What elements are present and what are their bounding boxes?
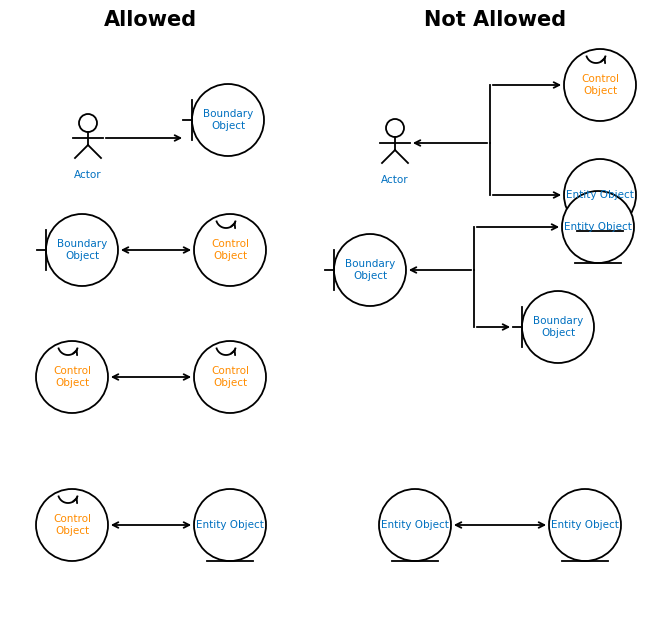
Circle shape <box>564 49 636 121</box>
Circle shape <box>386 119 404 137</box>
Text: Boundary
Object: Boundary Object <box>57 239 107 261</box>
Circle shape <box>194 214 266 286</box>
Text: Allowed: Allowed <box>103 10 196 30</box>
Circle shape <box>564 159 636 231</box>
Text: Control
Object: Control Object <box>53 366 91 388</box>
Circle shape <box>379 489 451 561</box>
Circle shape <box>46 214 118 286</box>
Text: Entity Object: Entity Object <box>196 520 264 530</box>
Circle shape <box>36 341 108 413</box>
Text: Entity Object: Entity Object <box>566 190 634 200</box>
Text: Boundary
Object: Boundary Object <box>345 259 395 281</box>
Text: Control
Object: Control Object <box>211 239 249 261</box>
Text: Entity Object: Entity Object <box>381 520 449 530</box>
Circle shape <box>522 291 594 363</box>
Text: Not Allowed: Not Allowed <box>424 10 566 30</box>
Text: Boundary
Object: Boundary Object <box>203 109 253 131</box>
Circle shape <box>192 84 264 156</box>
Text: Entity Object: Entity Object <box>551 520 619 530</box>
Text: Control
Object: Control Object <box>53 514 91 536</box>
Text: Control
Object: Control Object <box>581 74 619 96</box>
Text: Boundary
Object: Boundary Object <box>533 316 583 338</box>
Text: Entity Object: Entity Object <box>564 222 632 232</box>
Circle shape <box>194 489 266 561</box>
Circle shape <box>334 234 406 306</box>
Circle shape <box>562 191 634 263</box>
Circle shape <box>79 114 97 132</box>
Circle shape <box>194 341 266 413</box>
Circle shape <box>36 489 108 561</box>
Circle shape <box>549 489 621 561</box>
Text: Actor: Actor <box>381 175 409 185</box>
Text: Control
Object: Control Object <box>211 366 249 388</box>
Text: Actor: Actor <box>74 170 102 180</box>
